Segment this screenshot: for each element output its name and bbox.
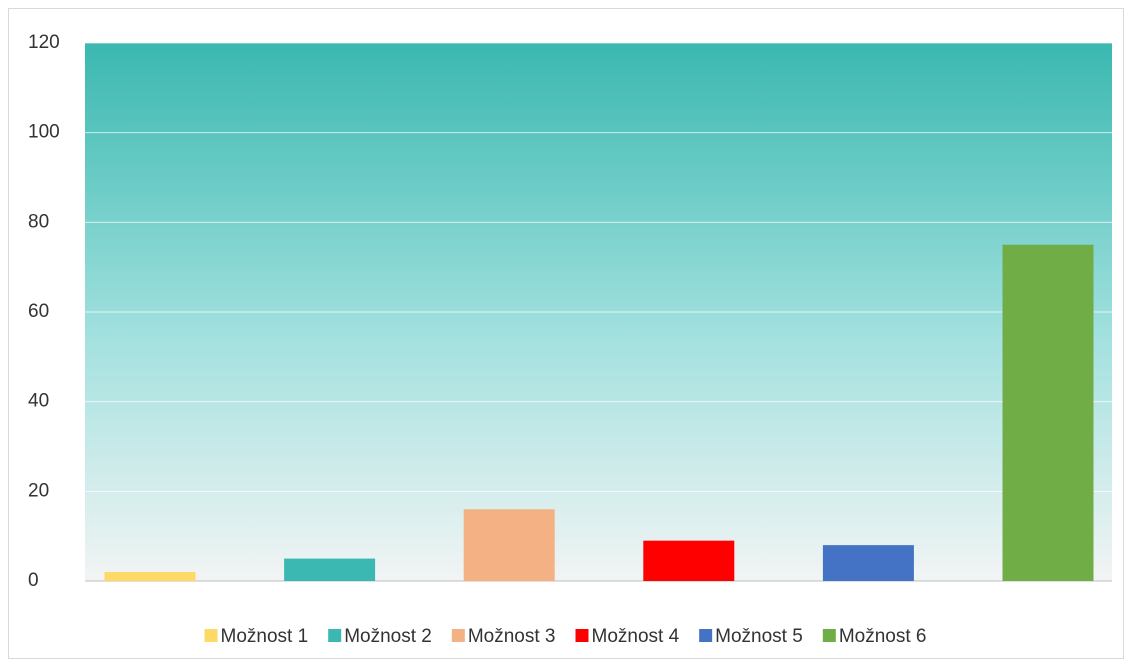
bar [284, 558, 376, 581]
legend-label: Možnost 2 [344, 626, 432, 647]
legend-swatch [328, 629, 342, 642]
bar [822, 545, 914, 581]
legend-label: Možnost 5 [715, 626, 803, 647]
y-tick-label: 0 [28, 570, 39, 591]
y-tick-label: 80 [28, 211, 49, 232]
y-tick-label: 100 [28, 122, 60, 143]
legend-label: Možnost 6 [839, 626, 927, 647]
legend-label: Možnost 4 [592, 626, 680, 647]
legend-swatch [699, 629, 713, 642]
bar [463, 509, 555, 581]
y-tick-label: 40 [28, 391, 49, 412]
y-tick-label: 20 [28, 480, 49, 501]
legend-label: Možnost 3 [468, 626, 556, 647]
legend-swatch [822, 629, 836, 642]
bar [104, 572, 196, 581]
y-tick-label: 120 [28, 32, 60, 53]
legend-swatch [204, 629, 218, 642]
bar [643, 540, 735, 581]
y-tick-label: 60 [28, 301, 49, 322]
legend-swatch [451, 629, 465, 642]
legend-label: Možnost 1 [221, 626, 309, 647]
legend-swatch [575, 629, 589, 642]
bar [1002, 244, 1094, 581]
